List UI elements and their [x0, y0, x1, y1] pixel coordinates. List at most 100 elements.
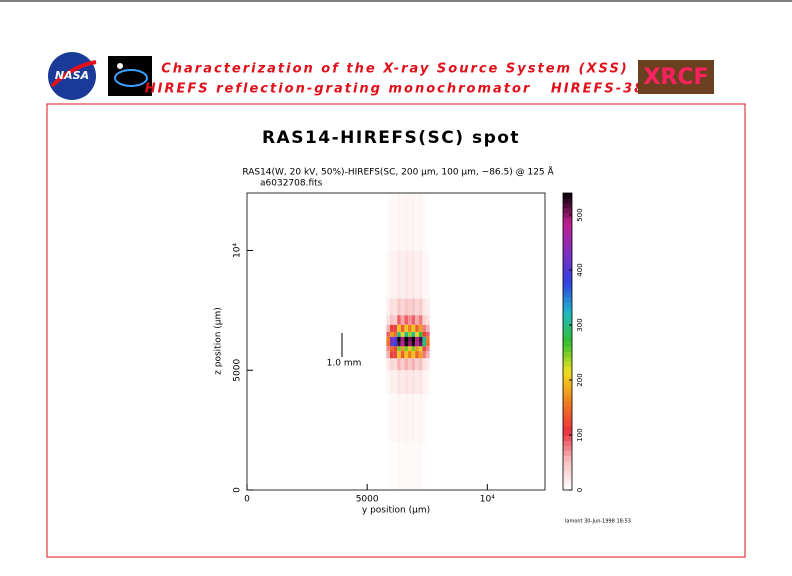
heat-cell — [397, 341, 401, 347]
colorbar-step — [563, 366, 572, 372]
heat-cell — [404, 351, 409, 359]
plot-frame — [246, 192, 546, 491]
heat-cell — [389, 358, 394, 371]
content-frame — [46, 103, 746, 558]
colorbar-step — [563, 455, 572, 461]
heat-cell — [404, 346, 409, 352]
heat-cell — [411, 336, 416, 342]
heat-cell — [400, 336, 405, 342]
heat-cell — [389, 315, 394, 325]
heat-cell — [393, 298, 398, 316]
heat-cell — [400, 331, 405, 337]
heat-cell — [426, 351, 430, 359]
heat-cell — [393, 315, 398, 325]
colorbar-step — [563, 386, 572, 392]
heat-cell — [426, 442, 430, 490]
colorbar-step — [563, 247, 572, 253]
heat-cell — [400, 298, 405, 316]
colorbar-step — [563, 356, 572, 362]
heat-cell — [411, 351, 416, 359]
heat-cell — [426, 324, 430, 332]
heat-cell — [397, 336, 401, 342]
heat-cell — [415, 370, 419, 395]
heat-cell — [422, 394, 427, 443]
heat-cell — [426, 298, 430, 316]
colorbar-step — [563, 445, 572, 451]
heat-cell — [393, 336, 398, 342]
heat-cell — [386, 193, 390, 251]
colorbar-step — [563, 470, 572, 476]
heat-cell — [418, 298, 423, 316]
heat-cell — [411, 315, 416, 325]
y-axis-label: z position (µm) — [214, 307, 224, 375]
colorbar-step — [563, 277, 572, 283]
heat-cell — [418, 331, 423, 337]
heat-cell — [408, 336, 412, 342]
heat-cell — [408, 346, 412, 352]
colorbar-step — [563, 391, 572, 397]
heat-cell — [411, 370, 416, 395]
heat-cell — [400, 341, 405, 347]
heat-cell — [422, 331, 427, 337]
heat-cell — [426, 193, 430, 251]
heat-cell — [389, 193, 394, 251]
heat-cell — [411, 250, 416, 299]
heat-cell — [389, 346, 394, 352]
heat-cell — [422, 442, 427, 490]
heat-cell — [393, 250, 398, 299]
center-logo — [108, 56, 152, 96]
colorbar-tick-label: 200 — [576, 373, 584, 386]
heat-cell — [422, 341, 427, 347]
heat-cell — [418, 351, 423, 359]
heat-cell — [411, 341, 416, 347]
colorbar-step — [563, 395, 572, 402]
heat-cell — [411, 442, 416, 490]
heat-cell — [415, 442, 419, 490]
heat-cell — [418, 442, 423, 490]
heat-cell — [408, 298, 412, 316]
heat-cell — [386, 324, 390, 332]
heat-cell — [397, 346, 401, 352]
colorbar-tick-label: 0 — [576, 488, 584, 492]
heat-cell — [404, 324, 409, 332]
heat-cell — [389, 341, 394, 347]
colorbar-step — [563, 257, 572, 263]
heat-cell — [426, 336, 430, 342]
colorbar-step — [563, 252, 572, 258]
heat-cell — [397, 394, 401, 443]
heat-cell — [386, 358, 390, 371]
heat-cell — [393, 351, 398, 359]
heat-cell — [389, 298, 394, 316]
heat-cell — [415, 394, 419, 443]
heat-cell — [408, 358, 412, 371]
heat-cell — [404, 193, 409, 251]
heat-cell — [404, 298, 409, 316]
heat-cell — [418, 358, 423, 371]
colorbar-step — [563, 341, 572, 347]
colorbar-step — [563, 361, 572, 367]
heat-cell — [404, 331, 409, 337]
colorbar-step — [563, 346, 572, 352]
heat-cell — [418, 346, 423, 352]
heat-cell — [397, 442, 401, 490]
colorbar-step — [563, 202, 572, 209]
heat-cell — [386, 315, 390, 325]
heat-cell — [389, 336, 394, 342]
heat-cell — [422, 193, 427, 251]
heat-cell — [386, 442, 390, 490]
heat-cell — [389, 331, 394, 337]
heat-cell — [400, 358, 405, 371]
heat-cell — [408, 394, 412, 443]
heat-cell — [418, 336, 423, 342]
colorbar-step — [563, 381, 572, 387]
colorbar-step — [563, 331, 572, 338]
logo-text: XRCF — [643, 65, 708, 90]
heat-cell — [418, 250, 423, 299]
heat-cell — [397, 324, 401, 332]
heat-cell — [386, 351, 390, 359]
filename: a6032708.fits — [260, 179, 323, 189]
colorbar-step — [563, 400, 572, 407]
heat-cell — [397, 250, 401, 299]
colorbar-step — [563, 267, 572, 273]
